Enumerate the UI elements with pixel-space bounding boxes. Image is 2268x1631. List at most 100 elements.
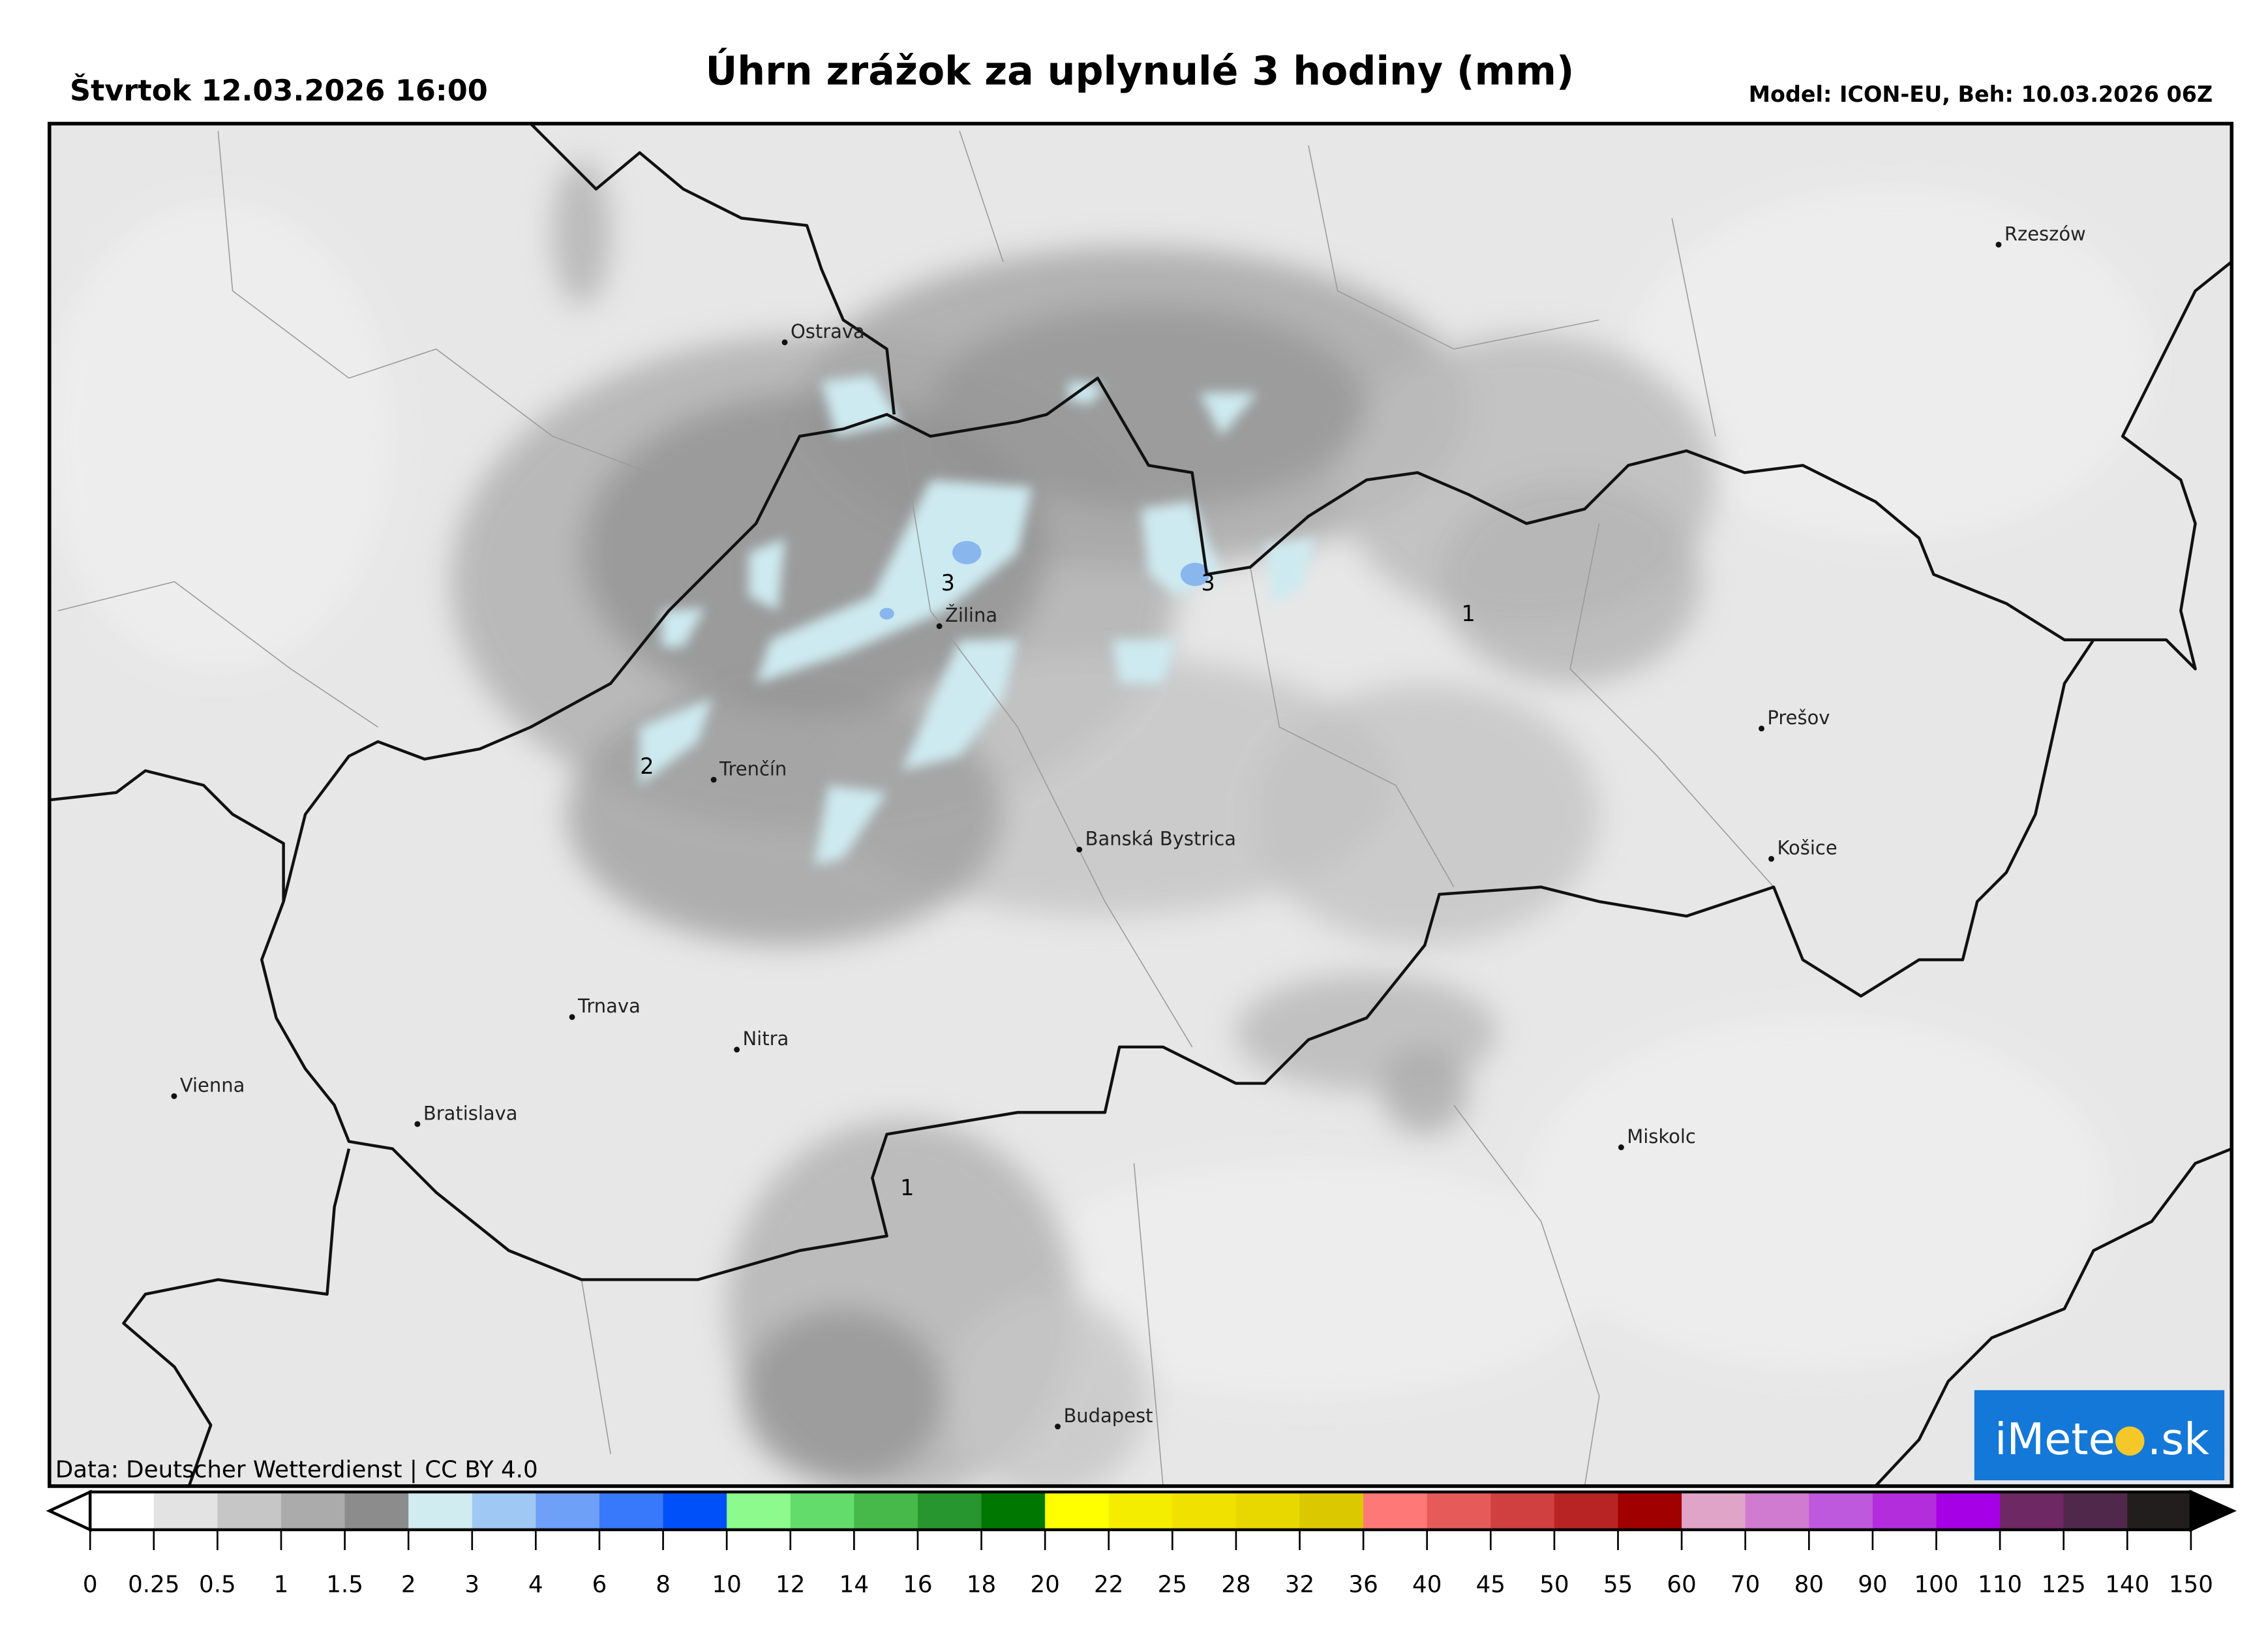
sun-icon	[2115, 1426, 2145, 1456]
city-name: Ostrava	[791, 320, 865, 343]
city-name: Košice	[1777, 837, 1837, 859]
colorbar-bin	[1490, 1491, 1556, 1530]
city-name: Trenčín	[719, 757, 787, 780]
city-name: Banská Bystrica	[1085, 827, 1236, 849]
colorbar-bin	[1809, 1491, 1874, 1530]
colorbar-bin	[472, 1491, 537, 1530]
city-name: Prešov	[1767, 707, 1830, 729]
city-labels: Ostrava Rzeszów Žilina Trenčín Prešov Košice B…	[171, 222, 2086, 1430]
precipitation-3-4mm	[879, 541, 1210, 620]
colorbar-outline	[88, 1490, 2193, 1532]
slovakia-border	[260, 376, 2095, 1281]
colorbar-bin	[536, 1491, 601, 1530]
city-dot	[1768, 855, 1775, 862]
country-borders	[50, 123, 2232, 1486]
city-name: Žilina	[945, 604, 997, 626]
city-marker: Prešov	[1759, 707, 1830, 732]
city-marker: Banská Bystrica	[1076, 827, 1236, 853]
colorbar-tick-label: 3	[464, 1572, 479, 1598]
city-dot	[734, 1046, 740, 1053]
colorbar-tick-label: 22	[1094, 1572, 1123, 1598]
colorbar-bin	[2127, 1491, 2192, 1530]
colorbar-bin	[1682, 1491, 1746, 1530]
city-name: Miskolc	[1627, 1125, 1696, 1148]
city-marker: Vienna	[171, 1074, 245, 1099]
colorbar-bin	[344, 1491, 410, 1530]
colorbar-bin	[854, 1491, 919, 1530]
colorbar-tick-label: 6	[592, 1572, 607, 1598]
city-dot	[1618, 1144, 1624, 1151]
city-name: Rzeszów	[2004, 222, 2086, 245]
colorbar-tick-label: 55	[1603, 1572, 1633, 1598]
colorbar-tick-label: 0.5	[199, 1572, 236, 1598]
colorbar-tick-label: 1	[274, 1572, 289, 1598]
colorbar-bin	[790, 1491, 855, 1530]
city-dot	[1759, 725, 1764, 732]
city-name: Budapest	[1063, 1405, 1153, 1427]
colorbar-bin	[2063, 1491, 2128, 1530]
colorbar-tick-label: 4	[528, 1572, 543, 1598]
colorbar-tick-label: 90	[1858, 1572, 1887, 1598]
colorbar-bin	[1172, 1491, 1237, 1530]
colorbar-bin	[1745, 1491, 1810, 1530]
colorbar-tick-label: 36	[1348, 1572, 1378, 1598]
imeteo-logo[interactable]: iMete .sk	[1974, 1390, 2225, 1481]
colorbar-tick-label: 125	[2042, 1572, 2086, 1598]
city-marker: Žilina	[936, 604, 997, 630]
colorbar-tick-label: 60	[1667, 1572, 1696, 1598]
contour-label: 2	[640, 754, 654, 779]
colorbar-tick-label: 0	[83, 1572, 98, 1598]
colorbar-bin	[663, 1491, 728, 1530]
city-marker: Budapest	[1055, 1405, 1153, 1430]
city-marker: Miskolc	[1618, 1125, 1696, 1151]
city-dot	[1995, 241, 2002, 248]
colorbar-tick-label: 8	[656, 1572, 671, 1598]
colorbar-bin	[1363, 1491, 1428, 1530]
terrain-shading	[49, 189, 2152, 1396]
svg-text:.sk: .sk	[2147, 1414, 2209, 1465]
colorbar-bin	[727, 1491, 791, 1530]
colorbar-tick-label: 14	[839, 1572, 869, 1598]
colorbar-bin	[153, 1491, 219, 1530]
city-dot	[710, 776, 717, 783]
city-dot	[936, 623, 943, 630]
colorbar-bin	[1299, 1491, 1365, 1530]
contour-label: 1	[1462, 601, 1475, 626]
colorbar-tick-label: 2	[401, 1572, 416, 1598]
colorbar-tick-label: 110	[1978, 1572, 2022, 1598]
colorbar-tick-label: 45	[1476, 1572, 1505, 1598]
city-marker: Košice	[1768, 837, 1837, 862]
city-name: Vienna	[180, 1074, 245, 1096]
colorbar-tick-label: 40	[1412, 1572, 1442, 1598]
svg-text:iMete: iMete	[1995, 1414, 2115, 1465]
colorbar-bin	[1618, 1491, 1683, 1530]
colorbar-bin	[2000, 1491, 2064, 1530]
colorbar-tick-label: 100	[1914, 1572, 1958, 1598]
colorbar-bin	[1936, 1491, 2001, 1530]
colorbar-tick-label: 16	[903, 1572, 932, 1598]
colorbar-legend: 0 0.25 0.5 1 1.5 2 3 4 6 8 10 12 14 16 18 20 22 25 28 32 36 4…	[46, 1489, 2237, 1598]
colorbar-bin	[599, 1491, 664, 1530]
city-name: Nitra	[743, 1028, 789, 1050]
contour-labels: 3 3 2 1 1	[640, 570, 1475, 1200]
city-name: Trnava	[577, 995, 641, 1017]
colorbar-tick-label: 28	[1221, 1572, 1250, 1598]
city-marker: Ostrava	[781, 320, 865, 346]
colorbar-bin	[1872, 1491, 1937, 1530]
colorbar-tick-label: 32	[1285, 1572, 1314, 1598]
colorbar-bin	[90, 1491, 155, 1530]
city-dot	[781, 339, 788, 346]
colorbar-over-arrow	[2189, 1489, 2237, 1532]
colorbar-bin	[917, 1491, 982, 1530]
city-dot	[414, 1121, 421, 1127]
colorbar-bin	[217, 1491, 282, 1530]
colorbar-tick-label: 80	[1794, 1572, 1824, 1598]
map-frame	[47, 121, 2234, 1488]
valid-time: Štvrtok 12.03.2026 16:00	[70, 73, 488, 108]
map-title: Úhrn zrážok za uplynulé 3 hodiny (mm)	[705, 48, 1574, 94]
colorbar-tick-label: 12	[776, 1572, 805, 1598]
colorbar-bin	[280, 1491, 346, 1530]
colorbar-under-arrow	[46, 1489, 92, 1532]
colorbar-tick-label: 50	[1539, 1572, 1569, 1598]
colorbar-tick-label: 18	[967, 1572, 996, 1598]
